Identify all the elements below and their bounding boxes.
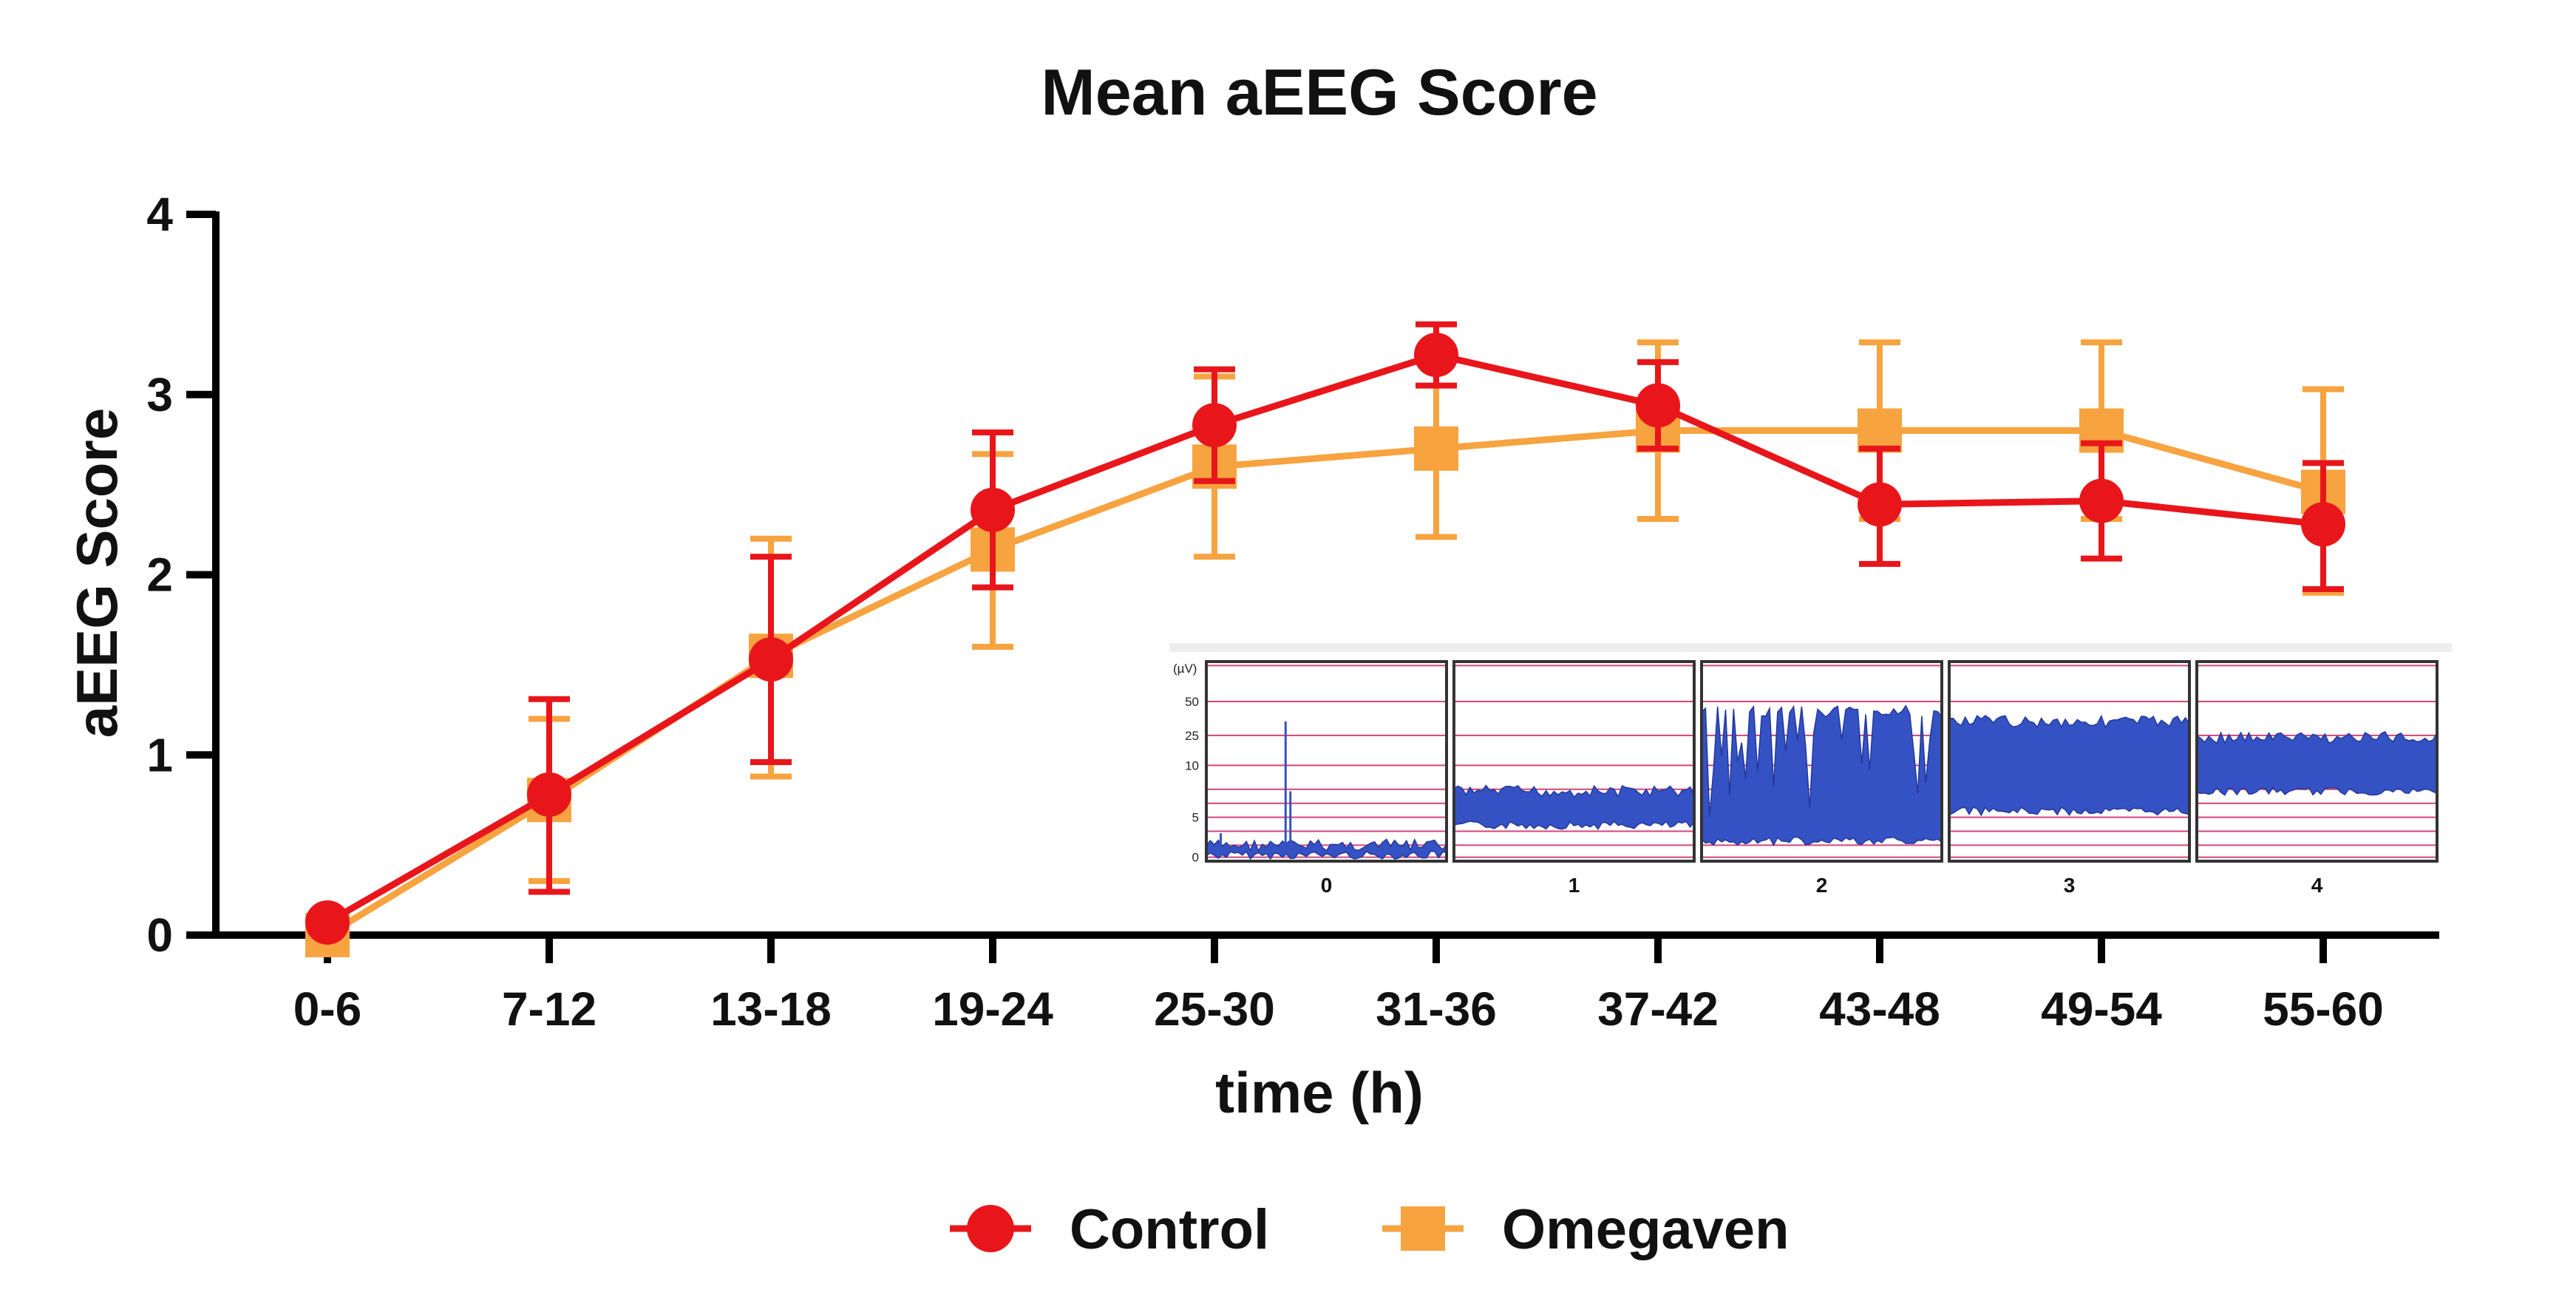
x-tick-label: 7-12 [502,982,597,1036]
inset-panel-border [1205,660,1448,863]
x-tick-label: 37-42 [1597,982,1719,1036]
y-axis: 0 1 2 3 4 [146,188,220,962]
y-axis-label: aEEG Score [64,408,129,738]
data-point [2079,478,2124,523]
legend-marker [1401,1206,1445,1251]
legend-label: Omegaven [1502,1198,1790,1261]
data-point [1636,383,1680,428]
x-axis-label: time (h) [1215,1060,1424,1125]
legend: Control Omegaven [950,1198,1790,1261]
legend-item-control: Control [950,1198,1269,1261]
y-tick-label: 2 [146,548,173,602]
inset-top-band [1169,643,2452,652]
inset-panel-label: 4 [2311,874,2323,897]
y-tick-label: 4 [146,188,173,241]
data-point [1858,408,1902,453]
series-control [305,321,2345,945]
data-point [305,900,350,945]
inset-y-tick-label: 5 [1192,811,1199,825]
inset-panel-bg [1206,662,1447,861]
x-tick-label: 13-18 [710,982,832,1036]
data-point [749,637,793,682]
inset-y-tick-label: 0 [1192,851,1199,865]
inset-unit-label: (µV) [1173,662,1197,676]
x-tick-label: 31-36 [1376,982,1497,1036]
data-point [1414,333,1458,378]
y-tick-label: 1 [146,728,173,781]
legend-marker [967,1205,1014,1252]
legend-item-omegaven: Omegaven [1382,1198,1790,1261]
data-point [527,772,571,817]
legend-label: Control [1070,1198,1269,1261]
x-tick-label: 55-60 [2263,982,2384,1036]
inset-panel-label: 0 [1321,874,1333,897]
data-point [1858,482,1902,527]
inset-signal-band [1948,714,2190,817]
inset-y-tick-label: 25 [1185,729,1199,743]
inset-panel-label: 3 [2064,874,2076,897]
inset-signal-band [2196,730,2438,796]
y-tick-label: 0 [146,908,173,962]
inset-panel-label: 2 [1816,874,1828,897]
data-point [2301,502,2345,547]
x-tick-label: 25-30 [1154,982,1275,1036]
chart-title: Mean aEEG Score [1041,55,1597,129]
inset-panel-4: 4 [2195,660,2439,897]
plot-series [305,321,2345,957]
inset-panel-border [1700,660,1943,863]
x-tick-label: 49-54 [2041,982,2162,1036]
x-tick-label: 19-24 [932,982,1053,1036]
y-tick-label: 3 [146,368,173,421]
inset-y-tick-label: 50 [1185,695,1199,709]
inset-panel-border [1948,660,2191,863]
inset-panel-1: 1 [1452,660,1696,897]
inset-panel-2: 2 [1700,660,1943,897]
series-line [325,351,2324,925]
inset-panel-border [1452,660,1696,863]
data-point [1414,426,1458,471]
inset-y-tick-label: 10 [1185,758,1199,772]
inset-panel-0: 0 [1205,660,1448,897]
data-point [1192,403,1237,448]
inset-panel-label: 1 [1569,874,1580,897]
inset-panel-3: 3 [1948,660,2191,897]
x-axis: 0-6 7-12 13-18 19-24 25-30 31-36 37-42 43-48 49-… [186,931,2439,1036]
data-point [971,487,1015,532]
inset-panel-border [2195,660,2439,863]
x-tick-label: 0-6 [293,982,362,1036]
x-tick-label: 43-48 [1819,982,1940,1036]
